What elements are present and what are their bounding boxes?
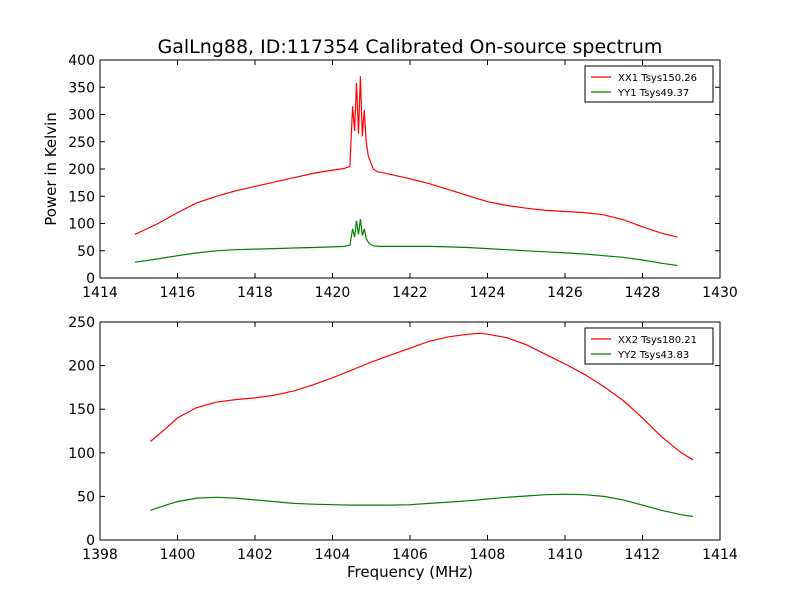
legend-label: XX2 Tsys180.21	[618, 335, 697, 346]
x-tick-label: 1406	[392, 547, 428, 563]
legend-label: YY1 Tsys49.37	[617, 88, 689, 99]
series-line-xx1	[134, 76, 678, 238]
x-tick-label: 1402	[237, 547, 273, 563]
y-tick-label: 200	[68, 162, 95, 178]
y-tick-label: 300	[68, 108, 95, 124]
y-tick-label: 50	[77, 244, 95, 260]
x-axis-label: Frequency (MHz)	[347, 563, 473, 581]
x-tick-label: 1424	[470, 285, 506, 301]
y-tick-label: 100	[68, 446, 95, 462]
x-tick-label: 1400	[160, 547, 196, 563]
x-tick-label: 1420	[315, 285, 351, 301]
y-tick-label: 100	[68, 217, 95, 233]
y-tick-label: 50	[77, 489, 95, 505]
x-tick-label: 1422	[392, 285, 428, 301]
y-tick-label: 150	[68, 402, 95, 418]
x-tick-label: 1404	[315, 547, 351, 563]
x-tick-label: 1426	[547, 285, 583, 301]
legend-label: YY2 Tsys43.83	[617, 350, 689, 361]
top-spectrum-panel: 1414 1416 1418 1420 1422 1424 1426 1428 1430 0 50 1…	[42, 53, 738, 301]
series-line-yy2	[150, 493, 693, 518]
x-tick-label: 1408	[470, 547, 506, 563]
y-tick-label: 350	[68, 80, 95, 96]
legend-box	[584, 327, 714, 365]
x-tick-label: 1418	[237, 285, 273, 301]
x-tick-label: 1398	[82, 547, 118, 563]
series-line-yy1	[134, 219, 678, 267]
y-tick-label: 250	[68, 135, 95, 151]
x-tick-label: 1416	[160, 285, 196, 301]
y-tick-label: 150	[68, 189, 95, 205]
x-tick-label: 1410	[547, 547, 583, 563]
legend-box	[584, 65, 714, 103]
x-tick-label: 1428	[625, 285, 661, 301]
x-tick-label: 1414	[702, 547, 738, 563]
x-tick-label: 1414	[82, 285, 118, 301]
y-tick-label: 250	[68, 315, 95, 331]
legend-label: XX1 Tsys150.26	[618, 73, 697, 84]
chart-title: GalLng88, ID:117354 Calibrated On-source…	[158, 36, 663, 58]
x-tick-label: 1430	[702, 285, 738, 301]
bottom-spectrum-panel: 1398 1400 1402 1404 1406 1408 1410 1412 1414 0 50 1…	[68, 315, 738, 581]
y-tick-label: 0	[86, 533, 95, 549]
series-line-xx2	[150, 332, 694, 461]
x-tick-label: 1412	[625, 547, 661, 563]
y-axis-label: Power in Kelvin	[42, 112, 60, 226]
y-tick-label: 200	[68, 359, 95, 375]
y-tick-label: 400	[68, 53, 95, 69]
y-tick-label: 0	[86, 271, 95, 287]
